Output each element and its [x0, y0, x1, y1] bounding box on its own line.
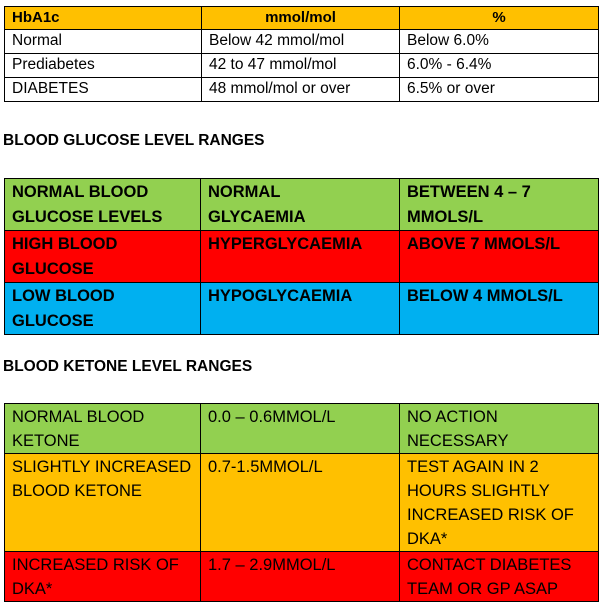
- table-row: DIABETES 48 mmol/mol or over 6.5% or ove…: [4, 77, 599, 102]
- hba1c-cell: Below 42 mmol/mol: [201, 29, 400, 54]
- hba1c-cell: Prediabetes: [4, 53, 202, 78]
- hba1c-cell: 48 mmol/mol or over: [201, 77, 400, 102]
- glucose-cell: BETWEEN 4 – 7 MMOLS/L: [399, 178, 599, 231]
- hba1c-table: HbA1c mmol/mol % Normal Below 42 mmol/mo…: [4, 6, 599, 102]
- ketone-cell: SLIGHTLY INCREASED BLOOD KETONE: [4, 453, 201, 552]
- ketone-cell: TEST AGAIN IN 2 HOURS SLIGHTLY INCREASED…: [399, 453, 599, 552]
- ketone-cell: INCREASED RISK OF DKA*: [4, 551, 201, 602]
- glucose-cell: NORMAL BLOOD GLUCOSE LEVELS: [4, 178, 201, 231]
- table-row: NORMAL BLOOD KETONE 0.0 – 0.6MMOL/L NO A…: [4, 403, 599, 454]
- table-row: INCREASED RISK OF DKA* 1.7 – 2.9MMOL/L C…: [4, 551, 599, 602]
- hba1c-cell: Below 6.0%: [399, 29, 599, 54]
- table-row: NORMAL BLOOD GLUCOSE LEVELS NORMAL GLYCA…: [4, 178, 599, 231]
- glucose-cell: HYPERGLYCAEMIA: [200, 230, 400, 283]
- glucose-cell: HIGH BLOOD GLUCOSE: [4, 230, 201, 283]
- table-row: Prediabetes 42 to 47 mmol/mol 6.0% - 6.4…: [4, 53, 599, 78]
- ketone-cell: NORMAL BLOOD KETONE: [4, 403, 201, 454]
- ketone-cell: 0.7-1.5MMOL/L: [200, 453, 400, 552]
- hba1c-header-cell: mmol/mol: [201, 6, 400, 30]
- hba1c-header-row: HbA1c mmol/mol %: [4, 6, 599, 30]
- ketone-cell: 0.0 – 0.6MMOL/L: [200, 403, 400, 454]
- ketone-table: NORMAL BLOOD KETONE 0.0 – 0.6MMOL/L NO A…: [4, 403, 599, 602]
- hba1c-header-cell: %: [399, 6, 599, 30]
- table-row: SLIGHTLY INCREASED BLOOD KETONE 0.7-1.5M…: [4, 453, 599, 552]
- hba1c-cell: 42 to 47 mmol/mol: [201, 53, 400, 78]
- ketone-section-heading: BLOOD KETONE LEVEL RANGES: [3, 358, 253, 375]
- table-row: LOW BLOOD GLUCOSE HYPOGLYCAEMIA BELOW 4 …: [4, 282, 599, 335]
- glucose-table: NORMAL BLOOD GLUCOSE LEVELS NORMAL GLYCA…: [4, 178, 599, 335]
- ketone-cell: 1.7 – 2.9MMOL/L: [200, 551, 400, 602]
- hba1c-cell: 6.5% or over: [399, 77, 599, 102]
- ketone-cell: CONTACT DIABETES TEAM OR GP ASAP: [399, 551, 599, 602]
- hba1c-header-cell: HbA1c: [4, 6, 202, 30]
- hba1c-cell: DIABETES: [4, 77, 202, 102]
- ketone-cell: NO ACTION NECESSARY: [399, 403, 599, 454]
- table-row: Normal Below 42 mmol/mol Below 6.0%: [4, 29, 599, 54]
- glucose-cell: BELOW 4 MMOLS/L: [399, 282, 599, 335]
- glucose-cell: LOW BLOOD GLUCOSE: [4, 282, 201, 335]
- glucose-cell: NORMAL GLYCAEMIA: [200, 178, 400, 231]
- glucose-section-heading: BLOOD GLUCOSE LEVEL RANGES: [3, 132, 265, 149]
- hba1c-cell: Normal: [4, 29, 202, 54]
- table-row: HIGH BLOOD GLUCOSE HYPERGLYCAEMIA ABOVE …: [4, 230, 599, 283]
- glucose-cell: HYPOGLYCAEMIA: [200, 282, 400, 335]
- hba1c-cell: 6.0% - 6.4%: [399, 53, 599, 78]
- glucose-cell: ABOVE 7 MMOLS/L: [399, 230, 599, 283]
